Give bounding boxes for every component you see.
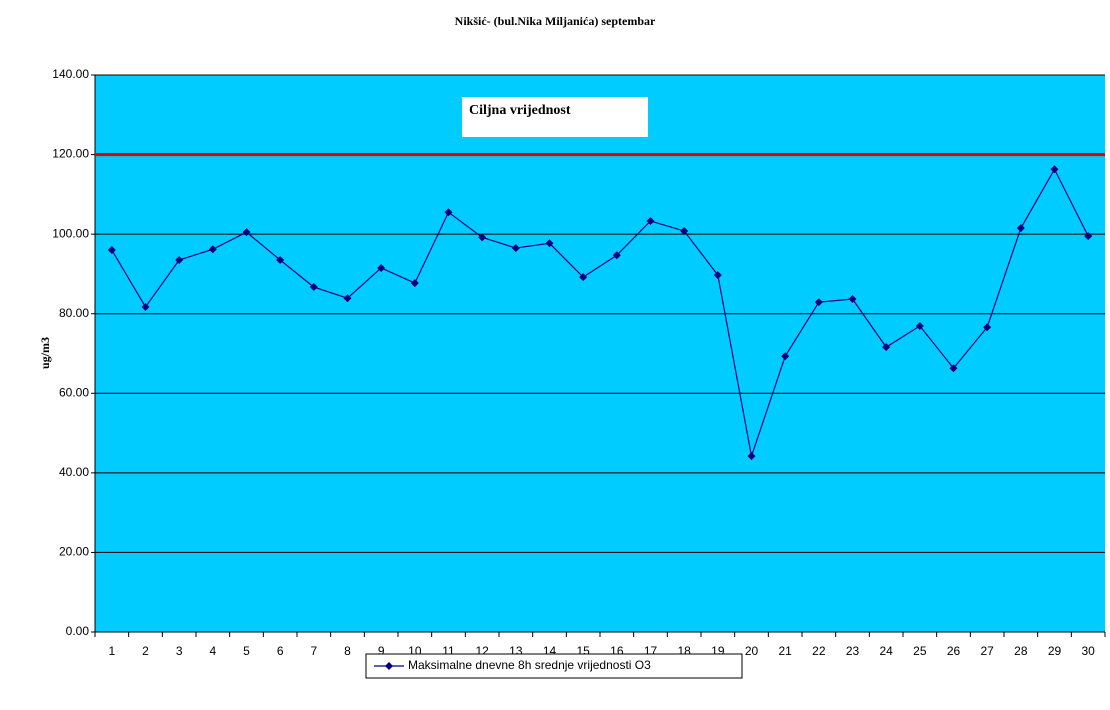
data-point	[1016, 224, 1025, 233]
x-tick-label: 22	[812, 644, 826, 658]
data-point	[107, 246, 116, 255]
annotation: Ciljna vrijednost	[469, 103, 571, 118]
data-point	[343, 294, 352, 303]
x-tick-label: 20	[745, 644, 759, 658]
y-tick-label: 120.00	[52, 147, 89, 161]
data-point	[612, 251, 621, 260]
data-point	[747, 452, 756, 461]
y-tick-label: 100.00	[52, 226, 89, 240]
x-tick-label: 25	[913, 644, 927, 658]
x-tick-label: 30	[1081, 644, 1095, 658]
x-tick-label: 7	[310, 644, 317, 658]
annotation-box	[462, 97, 648, 137]
x-tick-label: 9	[378, 644, 385, 658]
legend-box	[365, 653, 743, 679]
data-point	[915, 322, 924, 331]
data-point	[781, 352, 790, 361]
data-point	[814, 298, 823, 307]
data-point	[377, 263, 386, 272]
data-point	[242, 228, 251, 237]
y-tick-label: 80.00	[59, 306, 89, 320]
data-point	[511, 244, 520, 253]
data-point	[175, 256, 184, 265]
data-point	[1050, 165, 1059, 174]
x-tick-label: 23	[846, 644, 860, 658]
x-tick-label: 24	[879, 644, 893, 658]
x-tick-label: 4	[209, 644, 216, 658]
data-point	[882, 343, 891, 352]
x-tick-label: 28	[1014, 644, 1028, 658]
y-tick-label: 40.00	[59, 465, 89, 479]
data-point	[208, 245, 217, 254]
x-tick-label: 29	[1048, 644, 1062, 658]
plot-area	[95, 75, 1105, 632]
x-tick-label: 3	[176, 644, 183, 658]
data-point	[410, 279, 419, 288]
data-point	[949, 364, 958, 373]
data-point	[646, 217, 655, 226]
data-point	[680, 226, 689, 235]
data-point	[579, 273, 588, 282]
data-point	[545, 239, 554, 248]
legend-marker	[385, 662, 393, 670]
x-tick-label: 21	[778, 644, 792, 658]
y-tick-label: 0.00	[66, 624, 90, 638]
data-point	[309, 283, 318, 292]
y-axis-title: ug/m3	[38, 337, 52, 369]
data-point	[444, 208, 453, 217]
series-line	[111, 168, 1089, 459]
x-tick-label: 1	[108, 644, 115, 658]
y-tick-label: 60.00	[59, 385, 89, 399]
y-tick-label: 20.00	[59, 545, 89, 559]
x-tick-label: 26	[947, 644, 961, 658]
x-tick-label: 27	[980, 644, 994, 658]
data-point	[848, 294, 857, 303]
data-point	[478, 233, 487, 242]
data-point	[713, 271, 722, 280]
x-tick-label: 6	[277, 644, 284, 658]
y-tick-label: 140.00	[52, 67, 89, 81]
x-tick-label: 2	[142, 644, 149, 658]
x-tick-label: 8	[344, 644, 351, 658]
x-tick-label: 5	[243, 644, 250, 658]
chart-title: Nikšić- (bul.Nika Miljanića) septembar	[455, 14, 656, 28]
data-point	[983, 323, 992, 332]
data-point	[141, 302, 150, 311]
data-point	[1084, 232, 1093, 241]
data-point	[276, 256, 285, 265]
legend-label: Maksimalne dnevne 8h srednje vrijednosti…	[408, 658, 651, 672]
